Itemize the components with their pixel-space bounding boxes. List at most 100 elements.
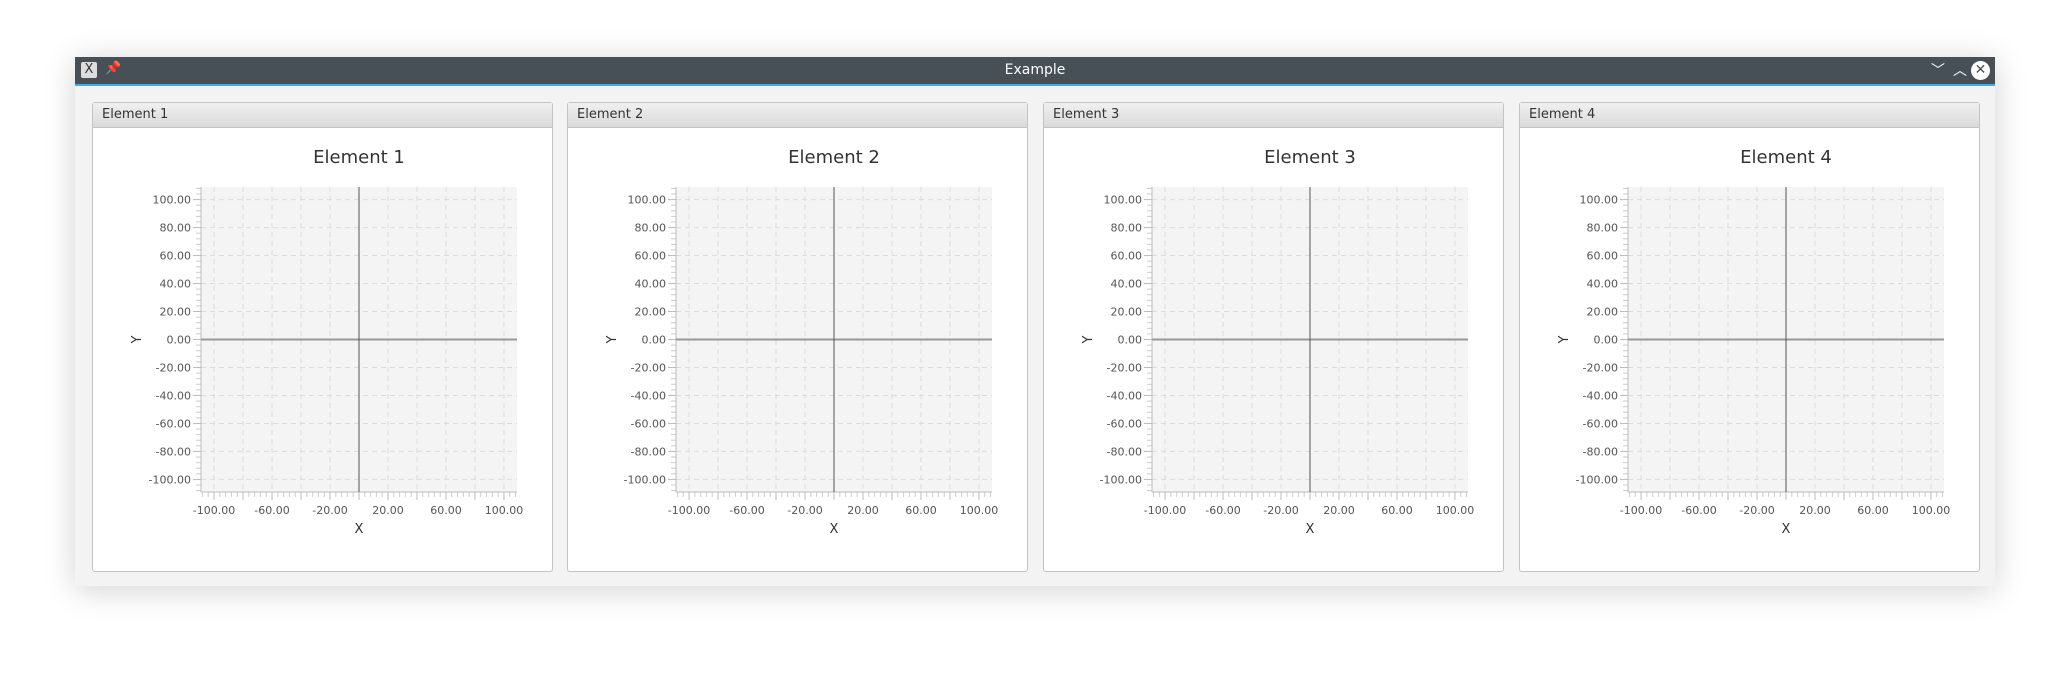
y-tick-label: -20.00 (631, 361, 666, 374)
x-axis-label: X (1306, 522, 1315, 537)
x-tick-label: -100.00 (193, 504, 235, 517)
x-tick-label: 20.00 (847, 504, 879, 517)
y-tick-label: 40.00 (160, 278, 192, 291)
y-tick-label: 80.00 (1111, 222, 1143, 235)
y-tick-label: 100.00 (153, 194, 192, 207)
y-tick-label: 60.00 (1587, 250, 1619, 263)
y-tick-label: -60.00 (1107, 417, 1142, 430)
x-tick-label: -60.00 (1681, 504, 1716, 517)
panel-header[interactable]: Element 4 (1520, 103, 1979, 128)
chart: -100.00 -60.00 -20.00 20.00 60.00 100.00 -100.… (1081, 147, 1475, 537)
y-tick-label: 20.00 (1111, 306, 1143, 319)
y-tick-label: 100.00 (1580, 194, 1619, 207)
x-app-icon[interactable]: X (81, 62, 97, 78)
y-tick-label: -20.00 (1583, 361, 1618, 374)
y-tick-label: -60.00 (1583, 417, 1618, 430)
x-tick-label: 20.00 (372, 504, 404, 517)
y-tick-label: 100.00 (1104, 194, 1143, 207)
x-tick-label: 60.00 (905, 504, 937, 517)
chart-title: Element 1 (313, 147, 405, 168)
chart-title: Element 2 (788, 147, 880, 168)
y-tick-label: -40.00 (1107, 389, 1142, 402)
chart: -100.00 -60.00 -20.00 20.00 60.00 100.00 -100.… (1557, 147, 1951, 537)
x-tick-label: -60.00 (1205, 504, 1240, 517)
y-tick-label: -80.00 (1583, 445, 1618, 458)
window-title: Example (1004, 62, 1066, 78)
x-tick-label: -60.00 (729, 504, 764, 517)
y-axis-label: Y (605, 335, 620, 344)
x-axis-label: X (1782, 522, 1791, 537)
y-tick-label: 20.00 (160, 306, 192, 319)
x-tick-label: -20.00 (787, 504, 822, 517)
y-tick-label: 0.00 (1594, 334, 1619, 347)
x-tick-label: 60.00 (430, 504, 462, 517)
close-icon[interactable]: ✕ (1971, 61, 1990, 80)
y-tick-label: -80.00 (631, 445, 666, 458)
x-tick-label: -20.00 (1739, 504, 1774, 517)
x-tick-label: 100.00 (960, 504, 999, 517)
panel-header[interactable]: Element 3 (1044, 103, 1503, 128)
y-tick-label: 60.00 (1111, 250, 1143, 263)
y-tick-label: 80.00 (1587, 222, 1619, 235)
chevron-down-icon[interactable]: ﹀ (1931, 63, 1945, 79)
y-tick-label: -40.00 (156, 389, 191, 402)
y-tick-label: 20.00 (1587, 306, 1619, 319)
chevron-up-icon[interactable]: ︿ (1953, 63, 1967, 79)
y-tick-label: 40.00 (1111, 278, 1143, 291)
y-tick-label: -40.00 (1583, 389, 1618, 402)
chart-title: Element 3 (1264, 147, 1356, 168)
x-tick-label: -100.00 (1620, 504, 1662, 517)
y-tick-label: -80.00 (156, 445, 191, 458)
window: X 📌 Example ﹀ ︿ ✕ Element 1 -100.00 -60.00… (75, 57, 1995, 586)
y-tick-label: -100.00 (1576, 473, 1618, 486)
panel-element-2: Element 2 -100.00 -60.00 -20.00 20.00 60.00 10… (567, 102, 1028, 572)
chart: -100.00 -60.00 -20.00 20.00 60.00 100.00 -100.… (605, 147, 999, 537)
y-tick-label: 40.00 (635, 278, 667, 291)
panel-element-1: Element 1 -100.00 -60.00 -20.00 20.00 60.00 10… (92, 102, 553, 572)
y-tick-label: 80.00 (635, 222, 667, 235)
y-tick-label: 0.00 (1118, 334, 1143, 347)
x-tick-label: -100.00 (1144, 504, 1186, 517)
x-tick-label: -60.00 (254, 504, 289, 517)
y-tick-label: -100.00 (1100, 473, 1142, 486)
y-tick-label: 0.00 (642, 334, 667, 347)
y-tick-label: 100.00 (628, 194, 667, 207)
y-tick-label: -100.00 (149, 473, 191, 486)
chart: -100.00 -60.00 -20.00 20.00 60.00 100.00 -100.… (130, 147, 523, 537)
y-axis-label: Y (1557, 335, 1572, 344)
panel-header[interactable]: Element 1 (93, 103, 552, 128)
y-tick-label: 20.00 (635, 306, 667, 319)
y-axis-label: Y (130, 335, 145, 344)
x-axis-label: X (355, 522, 364, 537)
y-tick-label: 0.00 (167, 334, 192, 347)
y-tick-label: -60.00 (631, 417, 666, 430)
y-tick-label: -80.00 (1107, 445, 1142, 458)
x-tick-label: 100.00 (485, 504, 523, 517)
y-tick-label: 40.00 (1587, 278, 1619, 291)
panel-header[interactable]: Element 2 (568, 103, 1027, 128)
x-tick-label: 60.00 (1857, 504, 1889, 517)
title-bar[interactable]: X 📌 Example ﹀ ︿ ✕ (75, 57, 1995, 86)
x-tick-label: 60.00 (1381, 504, 1413, 517)
panel-element-4: Element 4 -100.00 -60.00 -20.00 20.00 60.00 10… (1519, 102, 1980, 572)
x-tick-label: 100.00 (1436, 504, 1475, 517)
x-tick-label: -100.00 (668, 504, 710, 517)
y-tick-label: -100.00 (624, 473, 666, 486)
y-axis-label: Y (1081, 335, 1096, 344)
pin-icon[interactable]: 📌 (105, 61, 122, 76)
y-tick-label: -20.00 (156, 361, 191, 374)
y-tick-label: 60.00 (160, 250, 192, 263)
x-tick-label: -20.00 (1263, 504, 1298, 517)
x-tick-label: 20.00 (1323, 504, 1355, 517)
y-tick-label: -60.00 (156, 417, 191, 430)
x-tick-label: 100.00 (1912, 504, 1951, 517)
y-tick-label: 80.00 (160, 222, 192, 235)
y-tick-label: -20.00 (1107, 361, 1142, 374)
panel-element-3: Element 3 -100.00 -60.00 -20.00 20.00 60.00 10… (1043, 102, 1504, 572)
x-tick-label: 20.00 (1799, 504, 1831, 517)
y-tick-label: -40.00 (631, 389, 666, 402)
x-tick-label: -20.00 (312, 504, 347, 517)
x-axis-label: X (830, 522, 839, 537)
y-tick-label: 60.00 (635, 250, 667, 263)
chart-title: Element 4 (1740, 147, 1832, 168)
